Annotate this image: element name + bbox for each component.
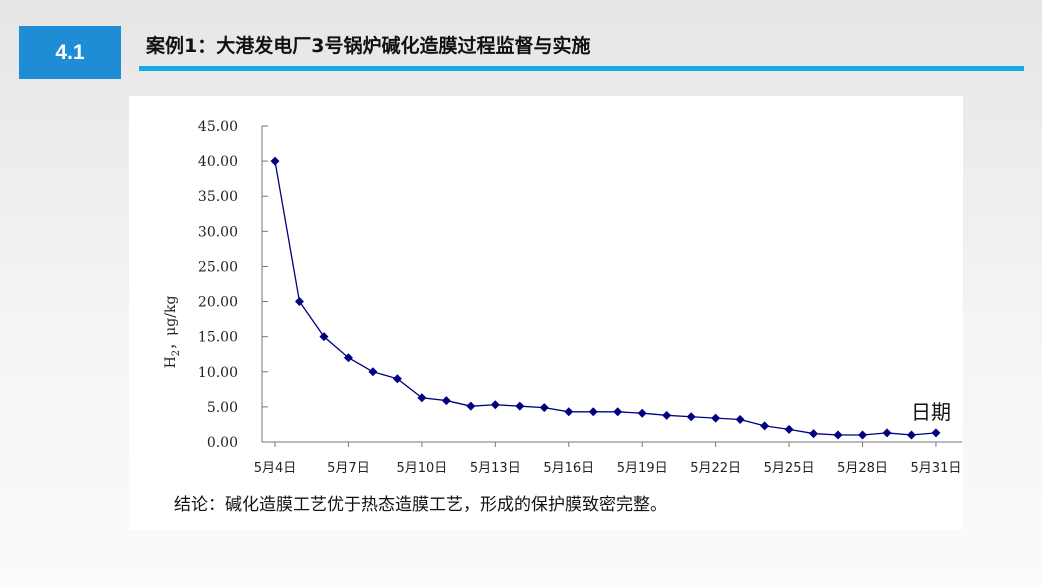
- slide-title: 案例1：大港发电厂3号锅炉碱化造膜过程监督与实施: [146, 35, 591, 57]
- y-axis-label-rest: ，μg/kg: [163, 296, 179, 350]
- data-point-marker: [662, 410, 672, 420]
- data-point-marker: [588, 407, 598, 417]
- data-point-marker: [784, 424, 794, 434]
- data-point-marker: [564, 407, 574, 417]
- data-point-marker: [833, 430, 843, 440]
- line-chart: 0.00 5.00 10.00 15.00 20.00 25.00 30.00 35.00 40…: [163, 119, 962, 476]
- series-line: [274, 160, 937, 436]
- data-point-marker: [417, 393, 427, 403]
- x-tick-label: 5月28日: [837, 461, 888, 476]
- data-point-marker: [466, 401, 476, 411]
- data-point-marker: [368, 367, 378, 377]
- y-tick-label: 45.00: [198, 119, 238, 135]
- x-tick-label: 5月10日: [396, 461, 447, 476]
- data-point-marker: [343, 353, 353, 363]
- data-point-marker: [539, 403, 549, 413]
- x-axis-label: 日期: [911, 400, 951, 424]
- x-axis-ticks: 5月4日 5月7日 5月10日 5月13日 5月16日 5月19日 5月22日 5月25日 5月…: [254, 442, 962, 476]
- y-tick-label: 15.00: [198, 330, 238, 346]
- x-tick-label: 5月31日: [911, 461, 962, 476]
- y-tick-label: 35.00: [198, 189, 238, 205]
- data-point-marker: [931, 428, 941, 438]
- x-tick-label: 5月22日: [690, 461, 741, 476]
- x-tick-label: 5月19日: [617, 461, 668, 476]
- data-point-marker: [711, 413, 721, 423]
- y-tick-label: 10.00: [198, 365, 238, 381]
- x-tick-label: 5月13日: [470, 461, 521, 476]
- section-number: 4.1: [55, 40, 85, 64]
- chart-axes: [261, 126, 962, 443]
- data-point-marker: [515, 401, 525, 411]
- data-point-marker: [490, 400, 500, 410]
- data-point-marker: [319, 332, 329, 342]
- y-axis-label-main: H: [163, 356, 179, 368]
- data-point-marker: [613, 407, 623, 417]
- data-point-marker: [882, 428, 892, 438]
- data-point-marker: [906, 430, 916, 440]
- y-tick-label: 20.00: [198, 295, 238, 311]
- conclusion-text: 结论：碱化造膜工艺优于热态造膜工艺，形成的保护膜致密完整。: [174, 495, 667, 515]
- data-point-marker: [809, 429, 819, 439]
- data-point-marker: [441, 396, 451, 406]
- y-tick-label: 30.00: [198, 224, 238, 240]
- data-point-marker: [270, 156, 280, 166]
- x-tick-label: 5月4日: [254, 461, 297, 476]
- data-point-marker: [760, 421, 770, 431]
- y-axis-label-subscript: 2: [171, 350, 182, 356]
- x-tick-label: 5月16日: [543, 461, 594, 476]
- section-number-badge: 4.1: [19, 26, 121, 79]
- chart-panel: 0.00 5.00 10.00 15.00 20.00 25.00 30.00 35.00 40…: [129, 96, 963, 530]
- y-axis-label: H2，μg/kg: [163, 296, 182, 369]
- data-point-marker: [686, 412, 696, 422]
- x-tick-label: 5月7日: [327, 461, 370, 476]
- y-tick-label: 5.00: [207, 400, 238, 416]
- y-tick-label: 0.00: [207, 435, 238, 451]
- data-point-marker: [294, 297, 304, 307]
- title-underline: [139, 66, 1024, 71]
- data-point-marker: [392, 374, 402, 384]
- x-tick-label: 5月25日: [764, 461, 815, 476]
- series-group: [270, 156, 941, 440]
- data-point-marker: [637, 408, 647, 418]
- y-tick-label: 40.00: [198, 154, 238, 170]
- y-axis-ticks: 0.00 5.00 10.00 15.00 20.00 25.00 30.00 35.00 40…: [198, 119, 268, 451]
- data-point-marker: [858, 430, 868, 440]
- y-tick-label: 25.00: [198, 259, 238, 275]
- data-point-marker: [735, 415, 745, 425]
